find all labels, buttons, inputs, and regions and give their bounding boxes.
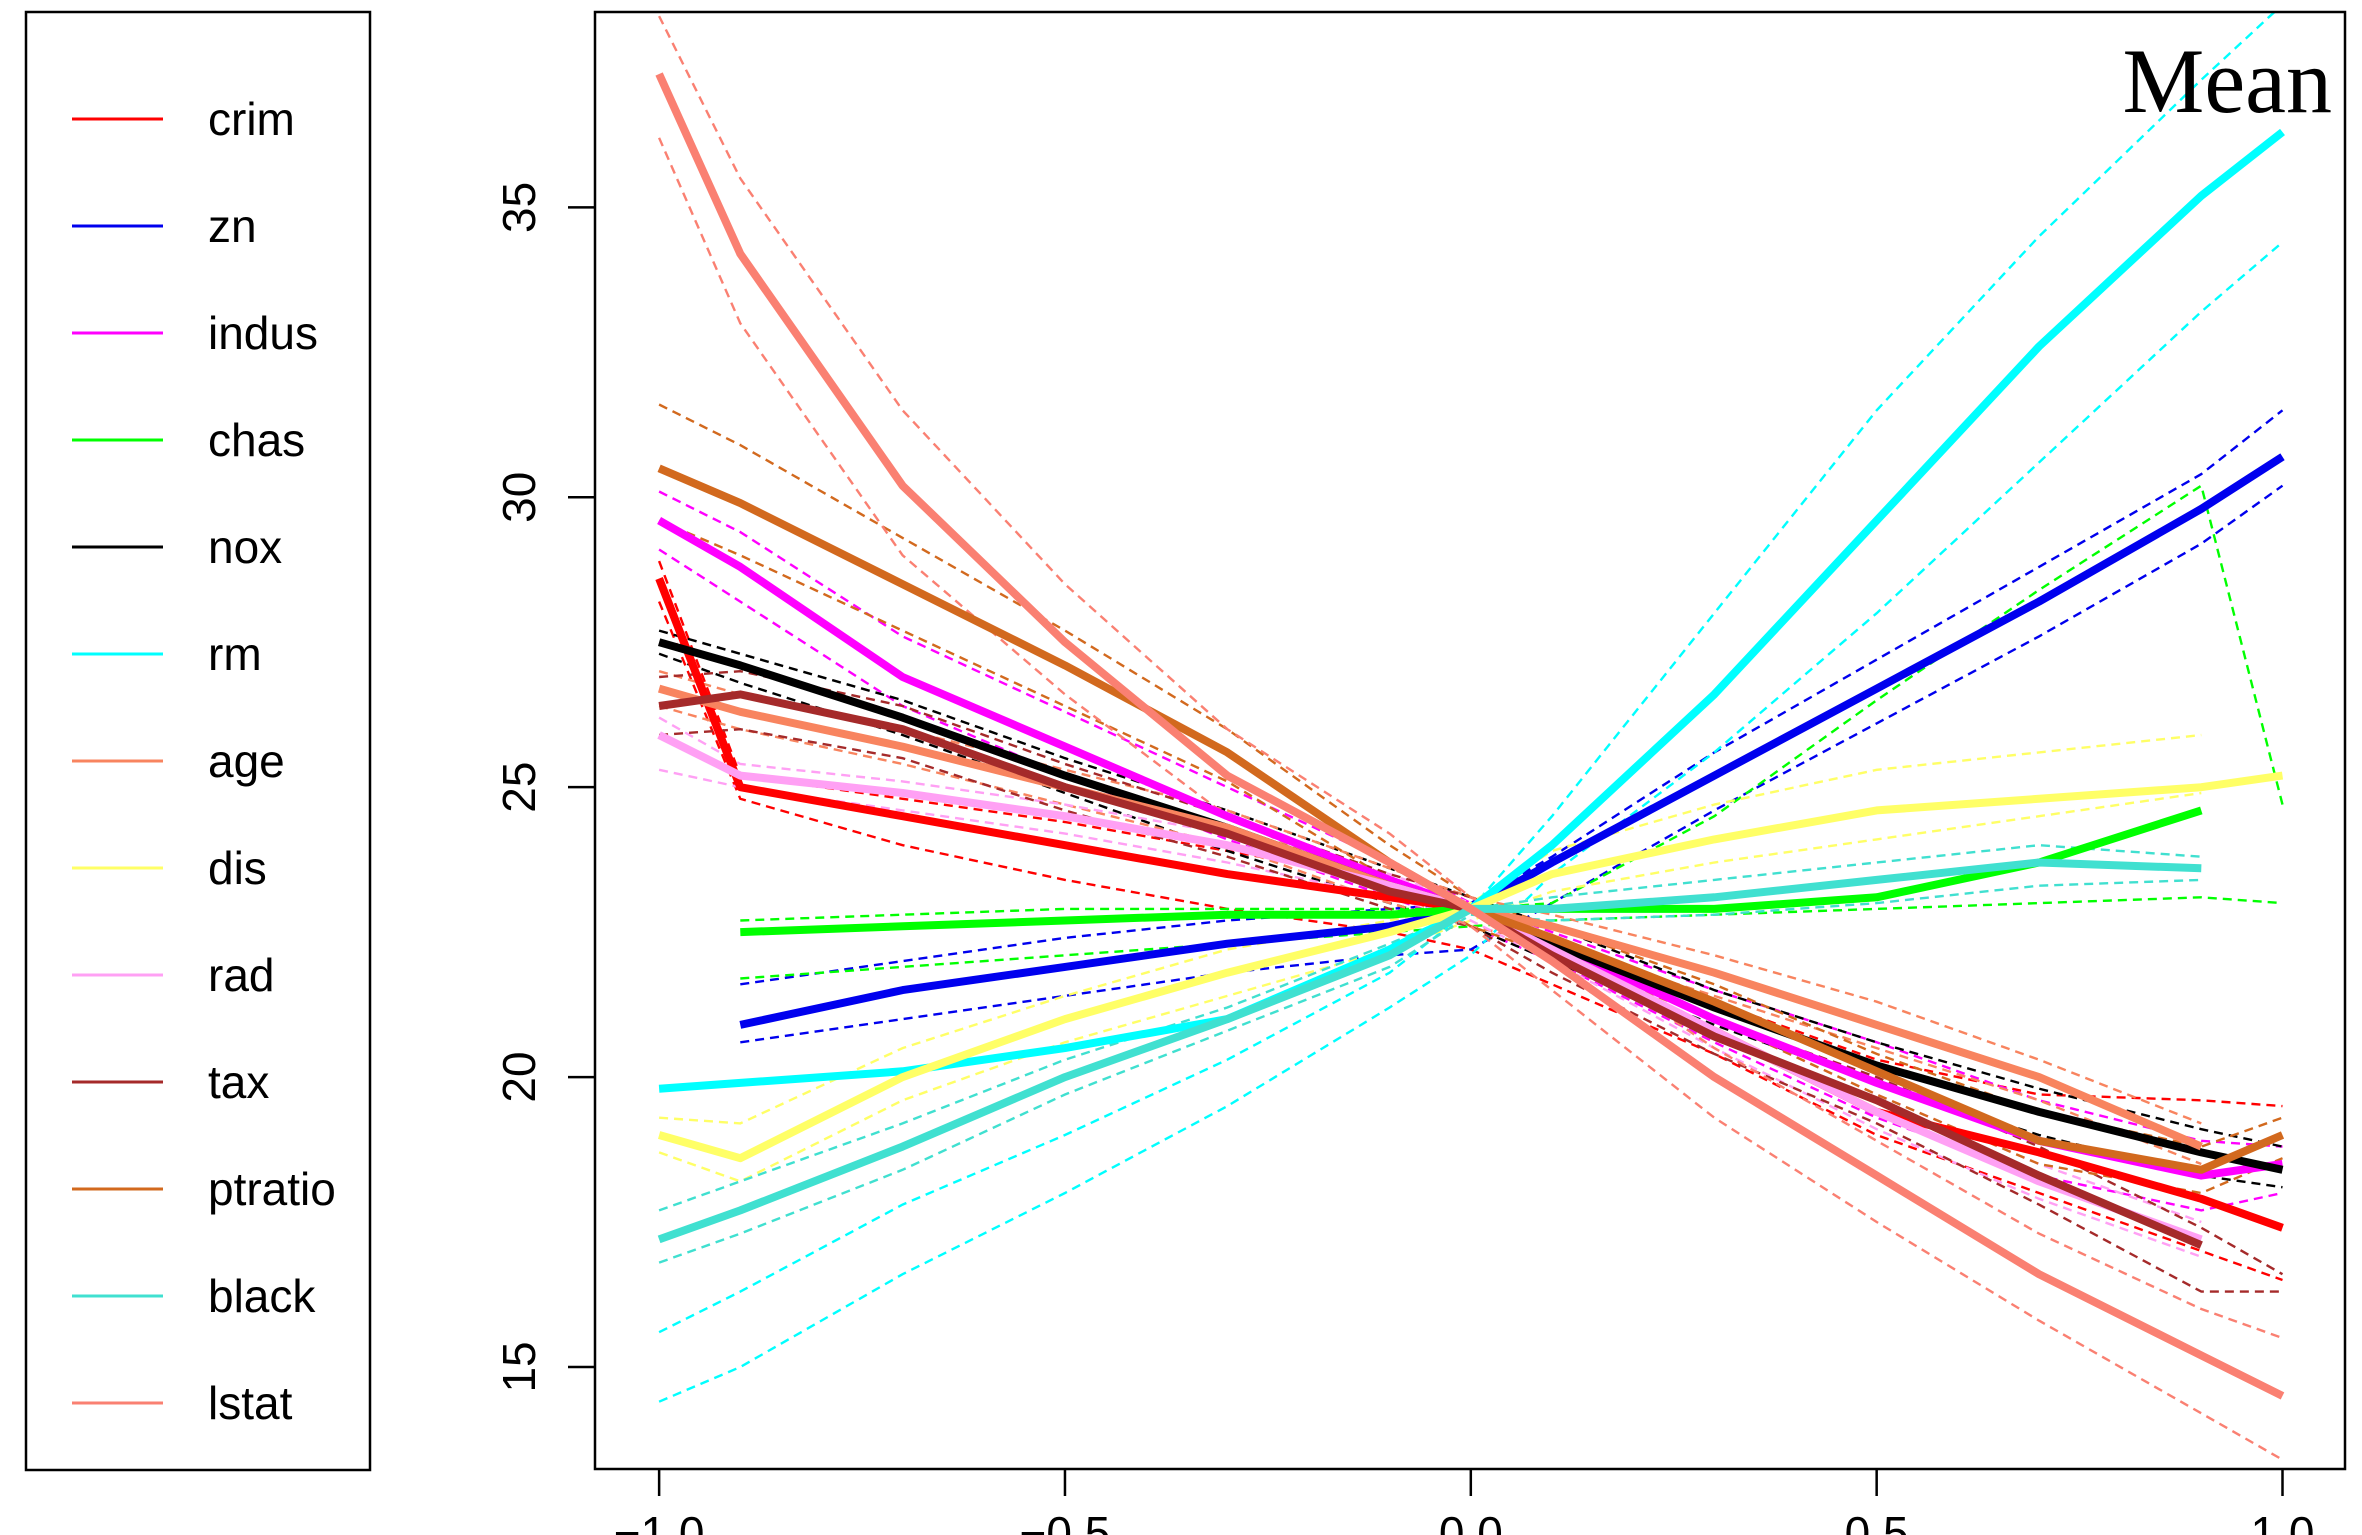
legend-label: age — [208, 735, 285, 787]
x-tick-label: −0.5 — [1020, 1507, 1111, 1535]
band-line — [658, 768, 2202, 1258]
legend-label: tax — [208, 1056, 269, 1108]
legend-label: lstat — [208, 1377, 293, 1429]
legend-label: indus — [208, 307, 318, 359]
band-line — [657, 560, 2283, 1108]
y-tick-label: 20 — [493, 1051, 545, 1102]
legend-label: rm — [208, 628, 262, 680]
legend-label: dis — [208, 842, 267, 894]
legend-label: nox — [208, 521, 282, 573]
band-line — [658, 843, 2202, 1212]
x-tick-label: 0.0 — [1439, 1507, 1503, 1535]
band-line — [658, 12, 2277, 1334]
legend-label: ptratio — [208, 1163, 336, 1215]
y-tick-label: 25 — [493, 762, 545, 813]
legend-label: rad — [208, 949, 274, 1001]
y-tick-label: 35 — [493, 182, 545, 233]
band-line — [658, 791, 2202, 1183]
x-tick-label: 1.0 — [2251, 1507, 2315, 1535]
y-tick-label: 15 — [493, 1341, 545, 1392]
band-line — [740, 409, 2284, 986]
band-line — [658, 878, 2202, 1264]
legend-box — [24, 10, 372, 1472]
band-line — [659, 727, 2283, 1293]
series-line — [658, 690, 2203, 1249]
band-line — [658, 519, 2283, 1195]
legend-label: chas — [208, 414, 305, 466]
band-line — [658, 403, 2283, 1148]
series-line — [657, 858, 2202, 1244]
band-line — [658, 15, 2283, 1340]
legend-label: crim — [208, 93, 295, 145]
band-line — [659, 733, 2202, 1125]
band-line — [658, 137, 2284, 1461]
x-tick-label: −1.0 — [614, 1507, 705, 1535]
band-line — [657, 601, 2283, 1282]
y-tick-label: 30 — [493, 472, 545, 523]
series-line — [655, 72, 2285, 1400]
band-line — [658, 241, 2284, 1403]
series-line — [658, 771, 2284, 1163]
series-line — [658, 128, 2285, 1093]
lines — [655, 72, 2285, 1400]
legend-label: zn — [208, 200, 257, 252]
x-tick-label: 0.5 — [1845, 1507, 1909, 1535]
series-line — [739, 453, 2285, 1029]
chart-title: Mean — [2123, 30, 2332, 132]
legend-label: black — [208, 1270, 316, 1322]
